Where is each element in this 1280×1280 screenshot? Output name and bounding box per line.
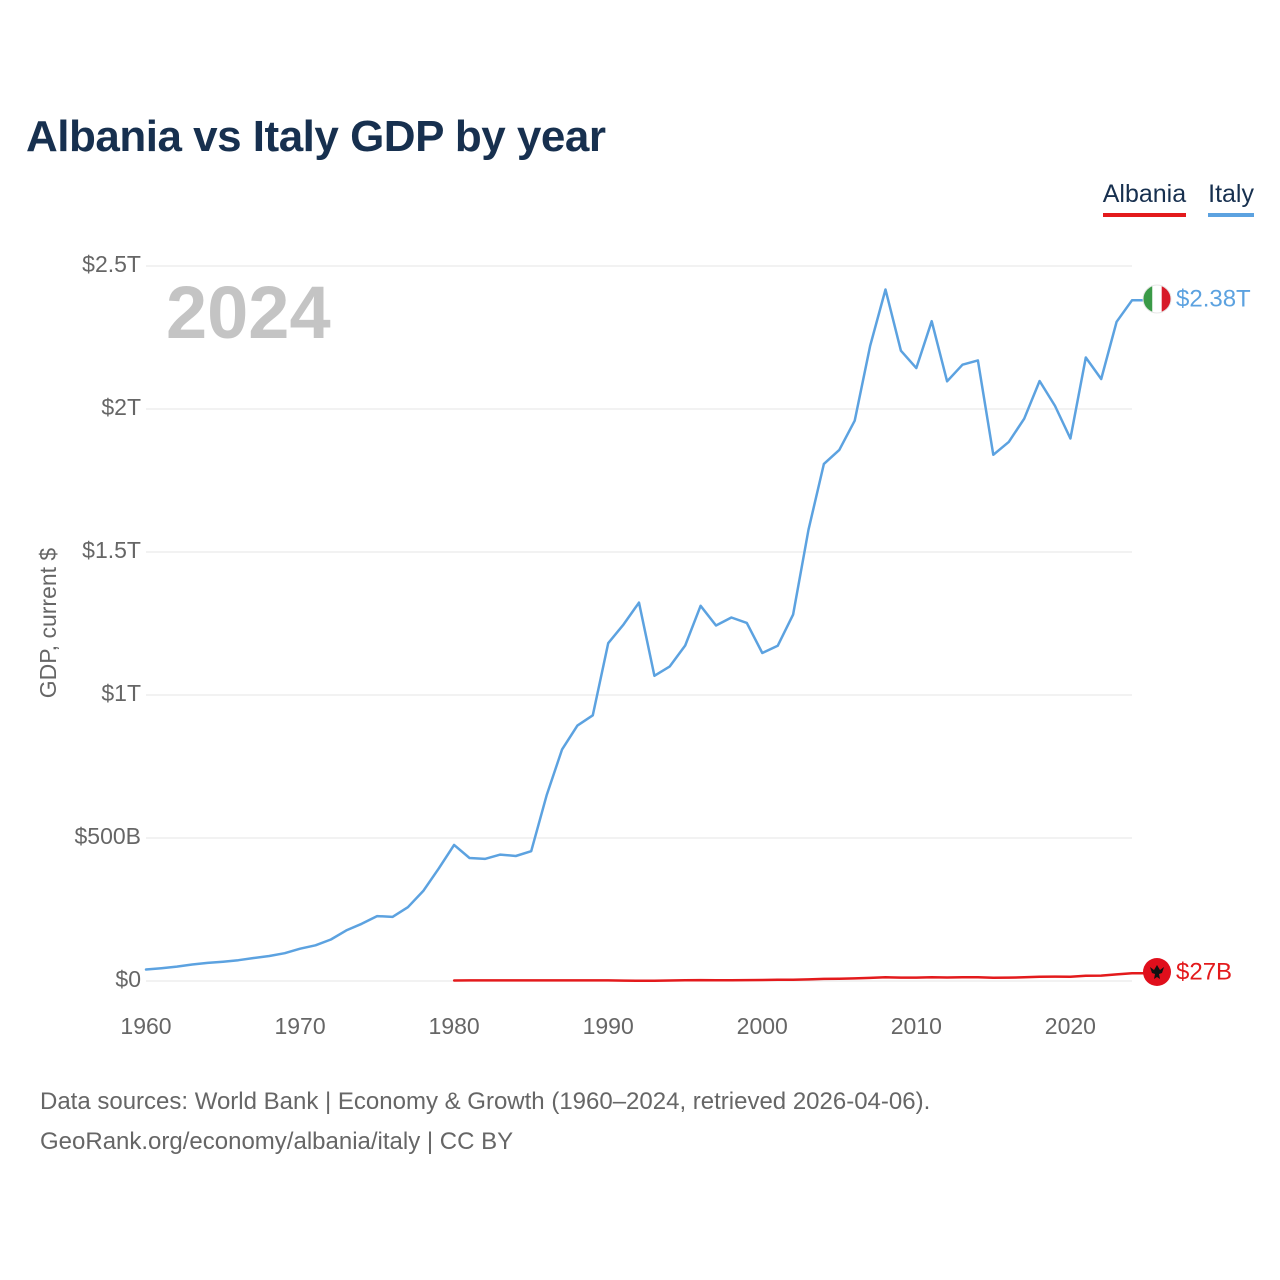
chart-title: Albania vs Italy GDP by year bbox=[26, 112, 606, 161]
italy-end-label: $2.38T bbox=[1176, 286, 1251, 313]
y-tick-label: $2.5T bbox=[82, 251, 141, 277]
legend: Albania Italy bbox=[1102, 180, 1254, 217]
y-tick-label: $500B bbox=[74, 823, 141, 849]
y-tick-label: $1.5T bbox=[82, 537, 141, 563]
footer-link[interactable]: GeoRank.org/economy/albania/italy | CC B… bbox=[40, 1128, 514, 1155]
legend-item-italy[interactable]: Italy bbox=[1208, 180, 1254, 217]
italy-flag-icon bbox=[1142, 284, 1172, 314]
x-axis: 1960 1970 1980 1990 2000 2010 2020 bbox=[120, 1013, 1096, 1039]
y-axis-label: GDP, current $ bbox=[35, 548, 61, 699]
legend-item-albania[interactable]: Albania bbox=[1102, 180, 1187, 217]
year-annotation: 2024 bbox=[166, 271, 331, 354]
y-tick-label: $1T bbox=[101, 680, 141, 706]
albania-series-line bbox=[452, 972, 1146, 983]
footer-source: Data sources: World Bank | Economy & Gro… bbox=[40, 1088, 931, 1115]
grid-lines bbox=[146, 265, 1132, 982]
x-tick-label: 1960 bbox=[120, 1013, 171, 1039]
italy-series-line bbox=[144, 288, 1146, 971]
end-markers bbox=[1142, 284, 1172, 986]
y-tick-label: $0 bbox=[115, 966, 141, 992]
footer: Data sources: World Bank | Economy & Gro… bbox=[40, 1082, 930, 1162]
y-tick-label: $2T bbox=[101, 394, 141, 420]
x-tick-label: 1990 bbox=[583, 1013, 634, 1039]
albania-end-label: $27B bbox=[1176, 959, 1232, 986]
series-layer: $27B $2.38T bbox=[144, 286, 1251, 986]
albania-flag-icon bbox=[1143, 958, 1171, 986]
x-tick-label: 1970 bbox=[274, 1013, 325, 1039]
x-tick-label: 2020 bbox=[1045, 1013, 1096, 1039]
x-tick-label: 2000 bbox=[737, 1013, 788, 1039]
x-tick-label: 2010 bbox=[891, 1013, 942, 1039]
y-axis: $0 $500B $1T $1.5T $2T $2.5T bbox=[74, 251, 141, 992]
x-tick-label: 1980 bbox=[429, 1013, 480, 1039]
